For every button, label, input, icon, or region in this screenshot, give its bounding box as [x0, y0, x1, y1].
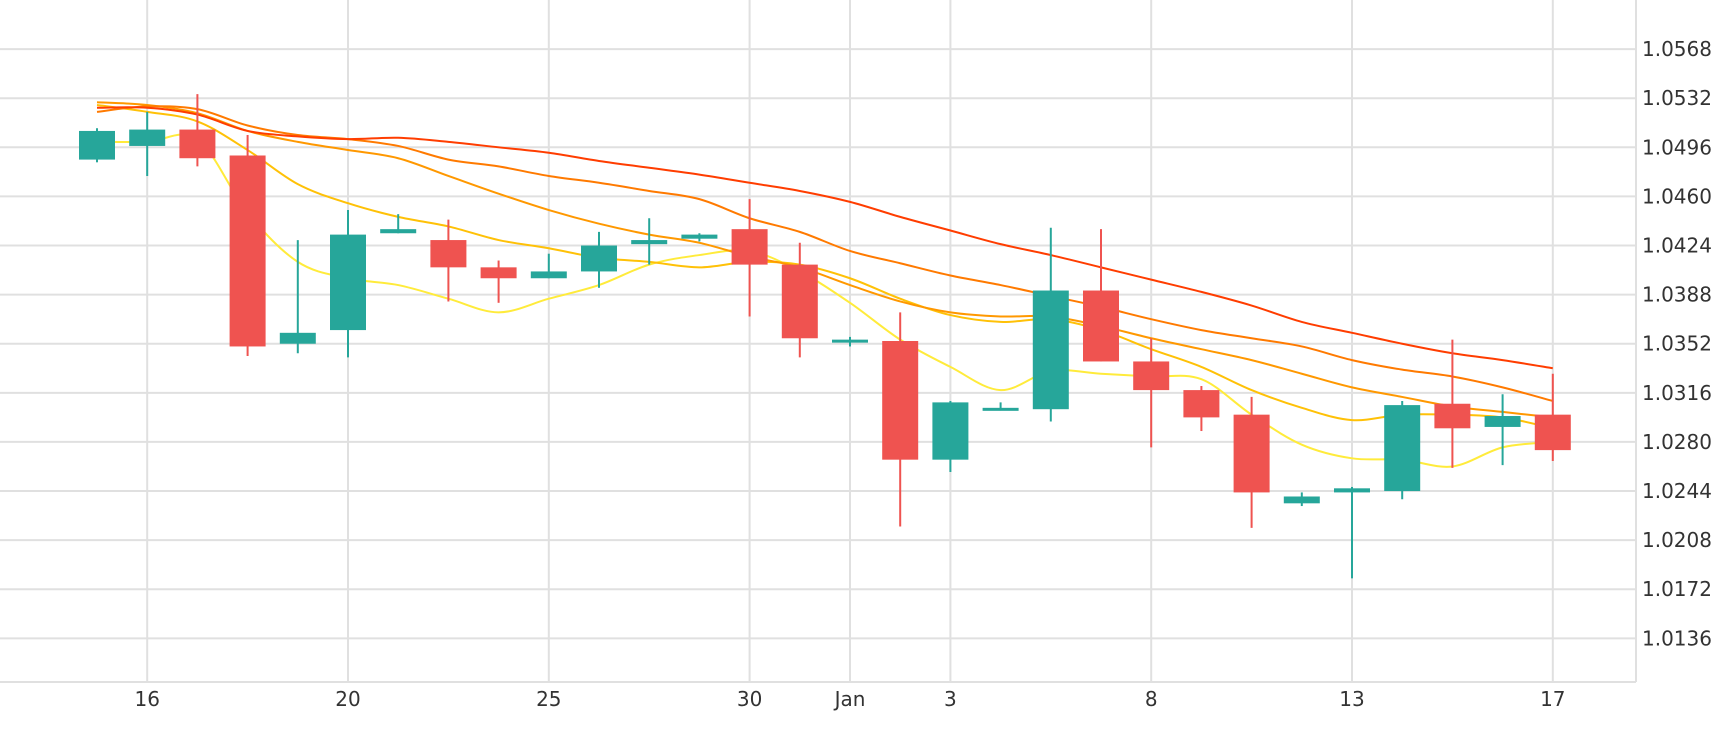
candle-body [1083, 290, 1119, 362]
y-tick-label: 1.0352 [1642, 332, 1712, 356]
candle [129, 111, 166, 176]
x-tick-label: 25 [536, 687, 561, 711]
y-tick-label: 1.0460 [1642, 184, 1712, 208]
candle-body [1283, 496, 1320, 504]
candle-body [1183, 390, 1220, 418]
candle [1384, 401, 1421, 500]
candle-body [1434, 403, 1471, 429]
y-tick-label: 1.0568 [1642, 37, 1712, 61]
candle-body [932, 402, 969, 460]
x-tick-label: 16 [134, 687, 159, 711]
candle [380, 214, 417, 234]
candle-body [330, 234, 366, 331]
axes: 1.0136 1.0172 1.0208 1.0244 1.0280 1.0316 1.03… [0, 0, 1712, 711]
moving-average-line-5 [96, 106, 1553, 370]
x-tick-label: 30 [737, 687, 762, 711]
candle [229, 135, 266, 357]
y-tick-label: 1.0136 [1642, 626, 1712, 650]
candle-body [229, 155, 266, 347]
candle-body [581, 245, 617, 272]
candle-body [1334, 488, 1370, 493]
candle-body [1534, 414, 1571, 451]
candle [731, 199, 768, 317]
candle-body [1484, 416, 1521, 427]
candle [179, 94, 216, 167]
candle-body [1133, 361, 1170, 391]
candle-body [882, 341, 919, 460]
y-tick-label: 1.0244 [1642, 479, 1712, 503]
candle [982, 402, 1019, 411]
candle [1283, 492, 1320, 507]
candle [530, 253, 567, 279]
y-tick-label: 1.0280 [1642, 430, 1712, 454]
moving-average-line-3 [96, 101, 1553, 419]
candles [79, 94, 1571, 579]
candle [1133, 338, 1170, 448]
y-tick-label: 1.0424 [1642, 234, 1712, 258]
candle-body [380, 229, 417, 234]
candle [1484, 394, 1521, 466]
candle-body [631, 240, 668, 245]
candle [430, 219, 467, 302]
candle [480, 260, 517, 303]
candle [631, 218, 668, 265]
candle [1032, 227, 1069, 422]
candle-body [781, 264, 818, 339]
candle [1334, 486, 1370, 579]
candle-body [731, 229, 768, 265]
candle-body [430, 240, 467, 268]
candle-body [982, 407, 1019, 411]
x-tick-label: Jan [833, 687, 866, 711]
candle-body [681, 234, 718, 239]
moving-averages [96, 101, 1554, 468]
candle [882, 312, 919, 527]
candle [681, 233, 718, 242]
candle-body [1384, 405, 1421, 492]
x-tick-label: 8 [1145, 687, 1158, 711]
y-tick-label: 1.0316 [1642, 381, 1712, 405]
candle-body [179, 129, 216, 159]
moving-average-line-4 [96, 105, 1554, 402]
x-tick-label: 13 [1339, 687, 1364, 711]
candle [781, 242, 818, 358]
candle [832, 336, 868, 347]
candle [279, 240, 316, 354]
candle [932, 401, 969, 472]
y-tick-label: 1.0208 [1642, 528, 1712, 552]
candle-body [79, 130, 115, 160]
candle [1534, 373, 1571, 462]
x-tick-label: 17 [1540, 687, 1565, 711]
y-tick-label: 1.0388 [1642, 283, 1712, 307]
candle-body [832, 339, 868, 343]
candle [1183, 386, 1220, 432]
candle [330, 210, 366, 358]
x-tick-label: 3 [944, 687, 957, 711]
y-tick-label: 1.0172 [1642, 577, 1712, 601]
candle [1434, 339, 1471, 468]
candle [1233, 396, 1270, 528]
y-tick-label: 1.0496 [1642, 135, 1712, 159]
candle-body [530, 271, 567, 279]
candle [79, 128, 115, 163]
moving-average-line-2 [96, 104, 1554, 430]
candle [1083, 229, 1119, 362]
candle-body [129, 129, 166, 146]
y-tick-label: 1.0532 [1642, 86, 1712, 110]
candle-body [1032, 290, 1069, 410]
candle-body [1233, 414, 1270, 493]
x-tick-label: 20 [335, 687, 360, 711]
candle-body [480, 267, 517, 279]
candle-body [279, 332, 316, 344]
candle [581, 231, 617, 288]
